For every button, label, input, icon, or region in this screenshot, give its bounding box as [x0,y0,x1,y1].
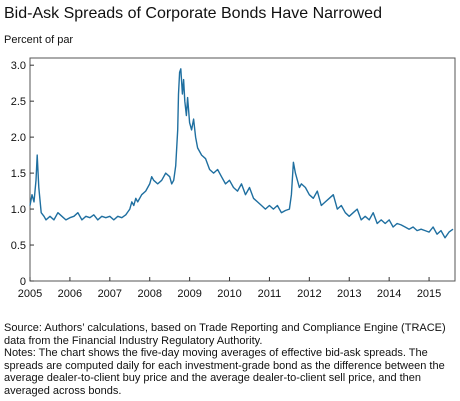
y-tick-label: 0 [20,276,26,288]
plot-frame [29,57,456,282]
line-chart: 2005 2006 2007 2008 2009 2010 2011 2012 2013 2014… [11,57,456,300]
chart-notes: Notes: The chart shows the five-day movi… [4,347,445,397]
x-tick-label: 2006 [58,288,82,300]
chart-title: Bid-Ask Spreads of Corporate Bonds Have … [4,5,382,22]
x-tick-label: 2013 [337,288,361,300]
y-tick-label: 3.0 [11,60,26,72]
x-tick-label: 2005 [18,288,42,300]
y-tick-label: 1.0 [11,204,26,216]
y-tick-label: 2.5 [11,96,26,108]
source-note: Source: Authors’ calculations, based on … [4,322,446,347]
series-line [29,68,454,239]
y-tick-label: 0.5 [11,240,26,252]
x-tick-label: 2014 [377,288,401,300]
x-tick-label: 2007 [98,288,122,300]
x-tick-label: 2009 [177,288,201,300]
x-tick-label: 2010 [217,288,241,300]
x-axis: 2005 2006 2007 2008 2009 2010 2011 2012 2013 2014… [18,277,441,300]
y-axis-label: Percent of par [4,34,74,46]
x-tick-label: 2012 [297,288,321,300]
x-tick-label: 2011 [258,288,282,300]
x-tick-label: 2008 [137,288,161,300]
y-tick-label: 1.5 [11,168,26,180]
y-axis: 0 0.5 1.0 1.5 2.0 2.5 3.0 [11,60,34,288]
x-tick-label: 2015 [417,288,441,300]
y-tick-label: 2.0 [11,132,26,144]
